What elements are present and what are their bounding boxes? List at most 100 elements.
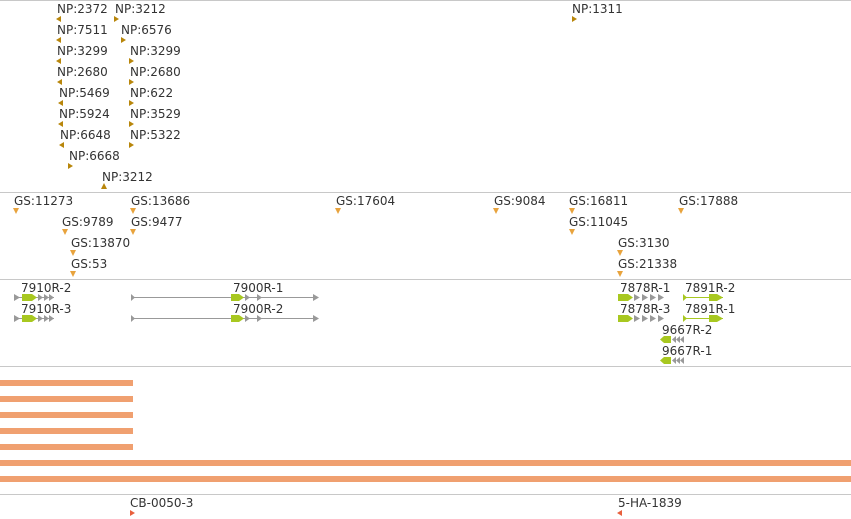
np-label: NP:5322 <box>130 128 181 142</box>
np-marker-icon <box>129 100 134 106</box>
gs-marker-icon <box>130 229 136 235</box>
np-marker-icon <box>101 183 107 189</box>
gs-marker-icon <box>678 208 684 214</box>
np-label: NP:3212 <box>102 170 153 184</box>
np-label: NP:2372 <box>57 2 108 16</box>
gs-label: GS:17604 <box>336 194 396 208</box>
gs-label: GS:9084 <box>494 194 546 208</box>
np-label: NP:5469 <box>59 86 110 100</box>
np-marker-icon <box>56 58 61 64</box>
gene-glyph <box>683 315 723 322</box>
gene-glyph <box>14 315 54 322</box>
gene-label: 7891R-2 <box>685 281 736 295</box>
np-label: NP:2680 <box>57 65 108 79</box>
gs-label: GS:13870 <box>71 236 131 250</box>
gs-marker-icon <box>617 250 623 256</box>
track-separator <box>0 0 851 1</box>
np-marker-icon <box>58 100 63 106</box>
gene-label: 9667R-2 <box>662 323 713 337</box>
gene-label: 7878R-1 <box>620 281 671 295</box>
np-label: NP:7511 <box>57 23 108 37</box>
exon-arrows-icon <box>14 315 54 322</box>
np-marker-icon <box>57 79 62 85</box>
np-marker-icon <box>572 16 577 22</box>
np-marker-icon <box>59 142 64 148</box>
gs-label: GS:16811 <box>569 194 629 208</box>
coverage-bar[interactable] <box>0 444 133 450</box>
np-label: NP:6576 <box>121 23 172 37</box>
gene-glyph <box>618 315 664 322</box>
np-label: NP:2680 <box>130 65 181 79</box>
gene-label: 7878R-3 <box>620 302 671 316</box>
np-label: NP:6668 <box>69 149 120 163</box>
np-marker-icon <box>114 16 119 22</box>
exon-arrows-icon <box>660 336 684 343</box>
gene-glyph <box>683 294 723 301</box>
gene-glyph <box>660 336 684 343</box>
exon-arrows-icon <box>131 315 319 322</box>
track-separator <box>0 279 851 280</box>
np-marker-icon <box>121 37 126 43</box>
gene-label: 9667R-1 <box>662 344 713 358</box>
coverage-bar[interactable] <box>0 428 133 434</box>
exon-arrows-icon <box>660 357 684 364</box>
cb-marker-icon <box>617 510 622 516</box>
coverage-bar[interactable] <box>0 380 133 386</box>
track-separator <box>0 366 851 367</box>
coverage-bar[interactable] <box>0 476 851 482</box>
np-marker-icon <box>68 163 73 169</box>
gene-label: 7910R-2 <box>21 281 72 295</box>
gs-marker-icon <box>493 208 499 214</box>
exon-arrows-icon <box>14 294 54 301</box>
np-marker-icon <box>129 121 134 127</box>
exon-arrows-icon <box>683 315 723 322</box>
exon-arrows-icon <box>683 294 723 301</box>
gs-marker-icon <box>70 271 76 277</box>
coverage-bar[interactable] <box>0 460 851 466</box>
np-label: NP:6648 <box>60 128 111 142</box>
np-label: NP:622 <box>130 86 174 100</box>
exon-arrows-icon <box>618 315 664 322</box>
gs-label: GS:13686 <box>131 194 191 208</box>
gs-label: GS:11273 <box>14 194 74 208</box>
cb-label: CB-0050-3 <box>130 496 194 510</box>
exon-arrows-icon <box>618 294 664 301</box>
np-marker-icon <box>129 79 134 85</box>
gene-glyph <box>14 294 54 301</box>
gs-label: GS:9477 <box>131 215 183 229</box>
gs-label: GS:53 <box>71 257 108 271</box>
gene-label: 7900R-2 <box>233 302 284 316</box>
coverage-bar[interactable] <box>0 396 133 402</box>
np-marker-icon <box>56 16 61 22</box>
gs-marker-icon <box>569 229 575 235</box>
cb-marker-icon <box>130 510 135 516</box>
gs-marker-icon <box>569 208 575 214</box>
np-label: NP:3212 <box>115 2 166 16</box>
np-label: NP:5924 <box>59 107 110 121</box>
gs-marker-icon <box>62 229 68 235</box>
gene-glyph <box>618 294 664 301</box>
gs-label: GS:17888 <box>679 194 739 208</box>
exon-arrows-icon <box>131 294 319 301</box>
np-marker-icon <box>129 58 134 64</box>
gene-glyph <box>660 357 684 364</box>
gs-label: GS:3130 <box>618 236 670 250</box>
gene-glyph <box>131 315 319 322</box>
track-separator <box>0 494 851 495</box>
np-label: NP:3529 <box>130 107 181 121</box>
coverage-bar[interactable] <box>0 412 133 418</box>
gs-label: GS:9789 <box>62 215 114 229</box>
gs-label: GS:11045 <box>569 215 629 229</box>
np-marker-icon <box>58 121 63 127</box>
gene-label: 7891R-1 <box>685 302 736 316</box>
np-marker-icon <box>129 142 134 148</box>
gs-marker-icon <box>70 250 76 256</box>
np-marker-icon <box>56 37 61 43</box>
gene-label: 7900R-1 <box>233 281 284 295</box>
np-label: NP:3299 <box>57 44 108 58</box>
np-label: NP:3299 <box>130 44 181 58</box>
np-label: NP:1311 <box>572 2 623 16</box>
cb-label: 5-HA-1839 <box>618 496 682 510</box>
gs-label: GS:21338 <box>618 257 678 271</box>
gs-marker-icon <box>335 208 341 214</box>
